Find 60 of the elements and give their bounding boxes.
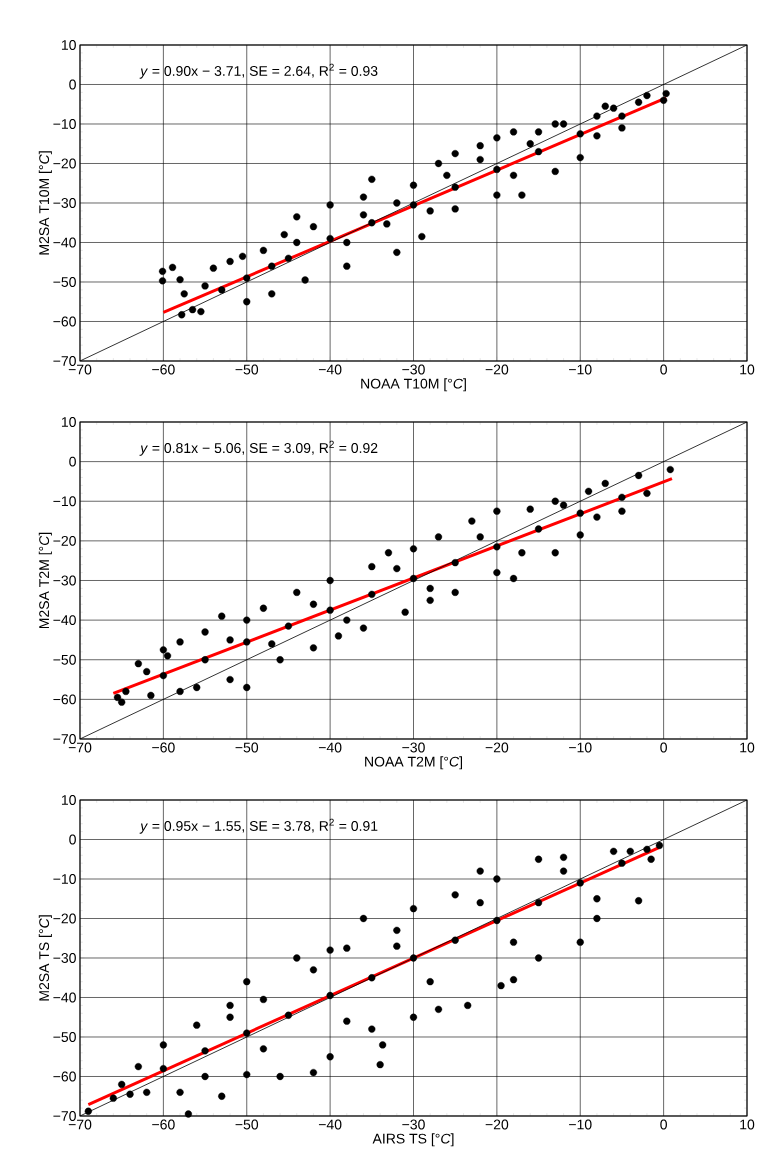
y-tick-label: −60 [53,316,76,327]
x-axis-title: NOAA T10M [°C] [361,378,466,392]
x-tick-label: 0 [660,364,667,375]
y-tick-label: 0 [69,79,76,90]
x-tick-label: −50 [235,742,259,753]
annotation: y = 0.81x − 5.06, SE = 3.09, R$^{2}$ = 0.92 [139,440,378,456]
y-tick-label: −50 [53,277,76,287]
y-tick-label: −10 [53,874,76,884]
y-tick-label: −70 [53,1111,76,1121]
x-tick-label: 10 [740,1119,755,1130]
x-tick-label: −20 [485,742,509,753]
y-axis-title: M2SA TS [°C] [38,915,52,1001]
y-tick-label: 10 [61,795,76,805]
y-tick-label: −40 [53,615,76,626]
x-tick-label: −60 [152,364,175,375]
y-tick-label: 10 [61,40,76,50]
y-tick-label: −30 [53,198,76,208]
x-tick-label: 0 [660,1119,667,1130]
x-tick-label: −10 [569,364,592,375]
y-tick-label: −60 [53,694,76,705]
x-tick-label: 10 [740,364,755,375]
x-tick-label: −60 [152,742,175,753]
x-tick-label: −30 [402,364,425,375]
x-tick-label: −20 [485,364,509,375]
x-tick-label: 0 [660,742,667,753]
y-tick-label: −50 [53,1032,76,1042]
y-tick-label: −20 [53,535,76,546]
x-tick-label: −30 [402,1119,425,1130]
annotation: y = 0.95x − 1.55, SE = 3.78, R$^{2}$ = 0.91 [139,818,378,834]
x-tick-label: −40 [318,364,342,375]
x-axis-title: NOAA T2M [°C] [365,756,463,770]
x-tick-label: −60 [152,1119,175,1130]
y-tick-label: 10 [61,417,76,427]
y-tick-label: 0 [69,834,76,845]
x-axis-title: AIRS TS [°C] [372,1133,454,1147]
y-tick-label: −20 [53,158,76,169]
annotation: y = 0.90x − 3.71, SE = 2.64, R$^{2}$ = 0.93 [139,63,378,79]
x-tick-label: −50 [235,364,259,375]
y-axis-title: M2SA T2M [°C] [38,532,52,629]
y-tick-label: −70 [53,734,76,744]
y-tick-label: −50 [53,654,76,665]
x-tick-label: −20 [485,1119,509,1130]
y-tick-label: −10 [53,119,76,129]
y-tick-label: −20 [53,913,76,924]
y-tick-label: −10 [53,496,76,507]
y-axis-title: M2SA T10M [°C] [38,151,52,255]
x-tick-label: −40 [318,742,342,753]
x-tick-label: −50 [235,1119,259,1130]
x-tick-label: −40 [318,1119,342,1130]
x-tick-label: 10 [740,742,755,753]
y-tick-label: −60 [53,1071,76,1082]
y-tick-label: −70 [53,356,76,366]
y-tick-label: −30 [53,953,76,963]
y-tick-label: 0 [69,456,76,467]
x-tick-label: −10 [569,1119,592,1130]
y-tick-label: −30 [53,575,76,586]
x-tick-label: −30 [402,742,425,753]
x-tick-label: −10 [569,742,592,753]
y-tick-label: −40 [53,237,76,248]
y-tick-label: −40 [53,992,76,1003]
